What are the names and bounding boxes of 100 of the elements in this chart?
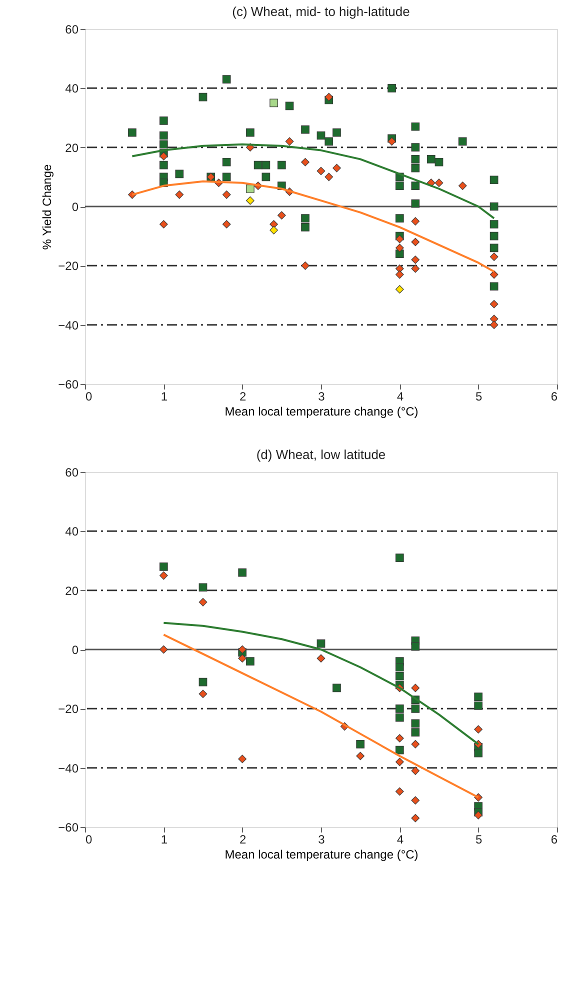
x-axis-title: Mean local temperature change (°C) bbox=[224, 404, 418, 418]
y-tick-label: 20 bbox=[65, 140, 79, 155]
x-tick-label: 4 bbox=[396, 390, 404, 404]
x-axis-title: Mean local temperature change (°C) bbox=[224, 848, 418, 862]
point bbox=[490, 300, 498, 308]
point bbox=[490, 202, 498, 211]
y-axis-title: % Yield Change bbox=[40, 164, 54, 250]
point bbox=[324, 172, 334, 182]
x-tick-label: 5 bbox=[475, 390, 482, 404]
point bbox=[490, 252, 498, 261]
point bbox=[411, 684, 420, 692]
point bbox=[238, 568, 247, 577]
point bbox=[474, 725, 483, 734]
point bbox=[411, 238, 420, 246]
point bbox=[458, 137, 467, 146]
point bbox=[395, 234, 404, 244]
point bbox=[285, 102, 294, 110]
point bbox=[395, 713, 404, 722]
point bbox=[301, 214, 310, 223]
point bbox=[246, 196, 254, 205]
y-tick-label: 20 bbox=[65, 584, 79, 598]
x-tick-label: 3 bbox=[318, 390, 326, 404]
y-tick-label: −40 bbox=[58, 318, 79, 332]
point bbox=[159, 562, 168, 571]
point bbox=[395, 787, 404, 796]
point bbox=[426, 154, 436, 164]
point bbox=[277, 211, 286, 220]
point bbox=[222, 190, 231, 199]
point bbox=[238, 645, 247, 654]
y-tick-label: −20 bbox=[58, 259, 79, 274]
point bbox=[159, 645, 168, 654]
point bbox=[198, 678, 208, 686]
point bbox=[246, 657, 254, 666]
x-tick-label: 6 bbox=[550, 390, 558, 404]
x-tick-label: 0 bbox=[86, 832, 92, 846]
y-tick-label: 0 bbox=[72, 200, 79, 214]
x-tick-label: 1 bbox=[160, 390, 168, 404]
point bbox=[270, 98, 278, 108]
point bbox=[246, 184, 254, 193]
point bbox=[332, 128, 341, 137]
point bbox=[411, 704, 420, 713]
point bbox=[411, 796, 420, 805]
point bbox=[356, 752, 365, 760]
point bbox=[474, 748, 483, 758]
y-tick-label: −60 bbox=[58, 820, 79, 834]
point bbox=[411, 143, 420, 152]
point bbox=[198, 92, 208, 102]
point bbox=[262, 172, 270, 182]
x-tick-label: 6 bbox=[550, 832, 558, 846]
point bbox=[222, 172, 231, 182]
point bbox=[238, 754, 247, 764]
point bbox=[159, 116, 168, 125]
point bbox=[490, 282, 498, 291]
point bbox=[411, 766, 420, 775]
chart-title: (d) Wheat, low latitude bbox=[256, 447, 386, 462]
x-tick-label: 2 bbox=[239, 390, 246, 404]
point bbox=[159, 131, 168, 140]
point bbox=[270, 226, 278, 234]
y-tick-label: 40 bbox=[65, 82, 79, 96]
point bbox=[395, 285, 404, 294]
point bbox=[411, 642, 420, 651]
point bbox=[316, 131, 326, 140]
point bbox=[474, 702, 483, 710]
point bbox=[388, 84, 396, 92]
point bbox=[395, 214, 404, 223]
point bbox=[222, 220, 231, 228]
point bbox=[254, 160, 262, 170]
point bbox=[159, 571, 168, 580]
point bbox=[159, 140, 168, 149]
point bbox=[395, 270, 404, 279]
point bbox=[395, 244, 404, 252]
y-tick-label: −40 bbox=[58, 761, 79, 776]
line-series bbox=[131, 143, 496, 220]
point bbox=[388, 137, 396, 146]
point bbox=[222, 75, 231, 84]
chart-title: (c) Wheat, mid- to high-latitude bbox=[232, 4, 410, 19]
point bbox=[490, 320, 498, 330]
point bbox=[395, 734, 404, 742]
point bbox=[395, 663, 404, 672]
point bbox=[316, 654, 326, 663]
point bbox=[332, 684, 341, 692]
y-tick-label: −20 bbox=[58, 702, 79, 716]
point bbox=[411, 728, 420, 737]
point bbox=[128, 128, 136, 137]
point bbox=[458, 182, 467, 190]
point bbox=[198, 598, 208, 606]
point bbox=[285, 137, 294, 146]
point bbox=[490, 220, 498, 228]
x-tick-label: 5 bbox=[475, 832, 482, 846]
point bbox=[324, 137, 334, 146]
y-tick-label: 0 bbox=[72, 643, 79, 657]
point bbox=[411, 217, 420, 226]
point bbox=[198, 583, 208, 592]
point bbox=[411, 719, 420, 728]
point bbox=[238, 654, 247, 663]
point bbox=[395, 250, 404, 258]
point bbox=[159, 220, 168, 228]
point bbox=[198, 690, 208, 698]
x-tick-label: 2 bbox=[239, 832, 246, 846]
point bbox=[270, 220, 278, 228]
